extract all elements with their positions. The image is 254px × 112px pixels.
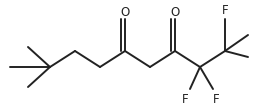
Text: O: O <box>170 5 180 18</box>
Text: F: F <box>253 27 254 40</box>
Text: F: F <box>222 3 228 16</box>
Text: F: F <box>182 93 188 106</box>
Text: O: O <box>120 5 130 18</box>
Text: F: F <box>253 53 254 66</box>
Text: F: F <box>213 93 219 106</box>
